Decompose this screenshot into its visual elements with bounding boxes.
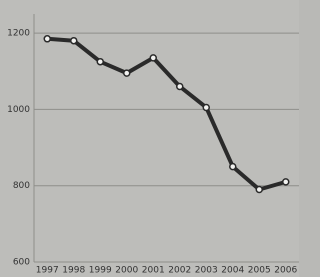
x-tick-label: 2006 (274, 266, 297, 276)
x-tick-label: 2001 (142, 266, 165, 276)
data-point (283, 179, 289, 185)
x-tick-label: 1999 (89, 266, 112, 276)
y-tick-label: 600 (13, 258, 30, 268)
x-tick-label: 2000 (115, 266, 138, 276)
y-tick-label: 1200 (7, 29, 30, 39)
x-tick-label: 2002 (168, 266, 191, 276)
x-tick-label: 2005 (248, 266, 271, 276)
y-tick-label: 1000 (7, 105, 30, 115)
x-tick-label: 2004 (221, 266, 244, 276)
data-point (97, 59, 103, 65)
data-point (71, 38, 77, 44)
x-tick-label: 1997 (36, 266, 59, 276)
data-point (203, 104, 209, 110)
x-tick-label: 1998 (62, 266, 85, 276)
data-point (124, 70, 130, 76)
y-tick-label: 800 (13, 181, 30, 191)
x-tick-label: 2003 (195, 266, 218, 276)
data-point (256, 187, 262, 193)
data-point (177, 83, 183, 89)
data-point (230, 164, 236, 170)
data-point (150, 55, 156, 61)
data-point (44, 36, 50, 42)
